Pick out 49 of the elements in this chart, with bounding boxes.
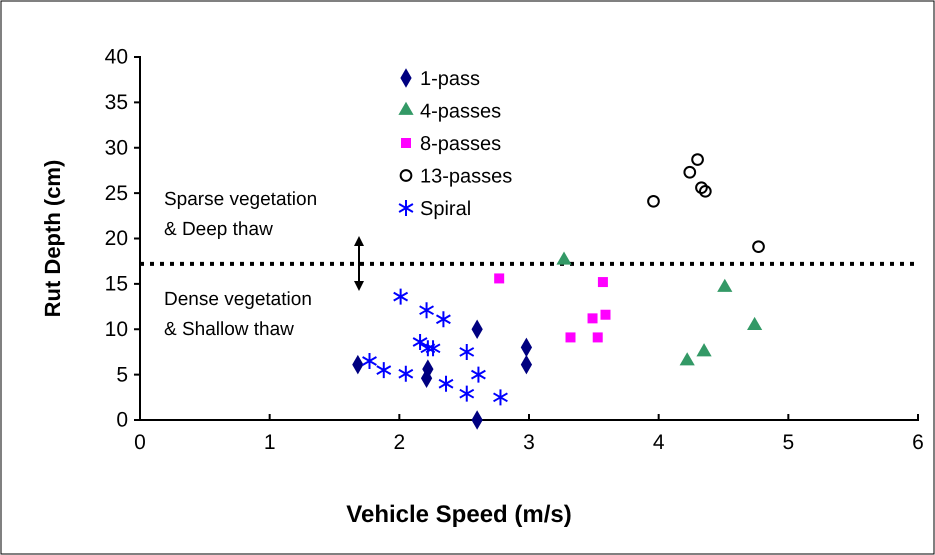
x-tick-label: 2 [393,430,406,454]
point [438,374,454,393]
x-axis-title: Vehicle Speed (m/s) [346,501,572,528]
point [435,310,452,328]
point [600,310,611,320]
point [691,153,704,166]
point [647,194,660,208]
y-axis-title: Rut Depth (cm) [40,160,65,318]
legend-label: 1-pass [420,68,480,90]
point [425,339,441,358]
legend-label: 13-passes [420,166,512,188]
point [398,364,414,383]
x-tick-label: 4 [652,430,665,454]
y-tick-label: 35 [104,91,128,114]
point [588,313,598,324]
point [458,342,475,361]
point [598,277,608,288]
y-tick-label: 15 [104,272,128,296]
point [492,388,508,406]
y-tick-label: 10 [104,318,128,341]
y-tick-label: 25 [104,182,128,205]
x-tick-label: 3 [523,430,535,454]
point [695,181,708,194]
x-tick-label: 6 [912,430,924,454]
y-tick-label: 40 [104,46,128,69]
legend-label: Spiral [420,198,472,220]
point [376,361,392,380]
y-tick-label: 20 [104,227,128,250]
x-tick-label: 5 [782,430,794,454]
point [362,352,378,370]
point [458,384,475,403]
legend-label: 8-passes [420,133,502,155]
y-tick-label: 30 [104,136,128,160]
point [470,366,486,384]
point [752,240,765,254]
x-tick-label: 0 [134,430,146,454]
point [698,184,712,198]
point [565,332,576,342]
y-tick-label: 0 [116,408,128,432]
x-tick-label: 1 [264,430,276,454]
point [592,332,603,342]
point [392,288,409,306]
legend-label: 4-passes [420,100,502,122]
point [494,273,504,284]
y-tick-label: 5 [116,363,128,386]
annotation: Sparse vegetation & Deep thaw [164,189,318,240]
point [683,166,696,179]
annotation: Dense vegetation & Shallow thaw [164,289,312,340]
point [418,301,434,320]
